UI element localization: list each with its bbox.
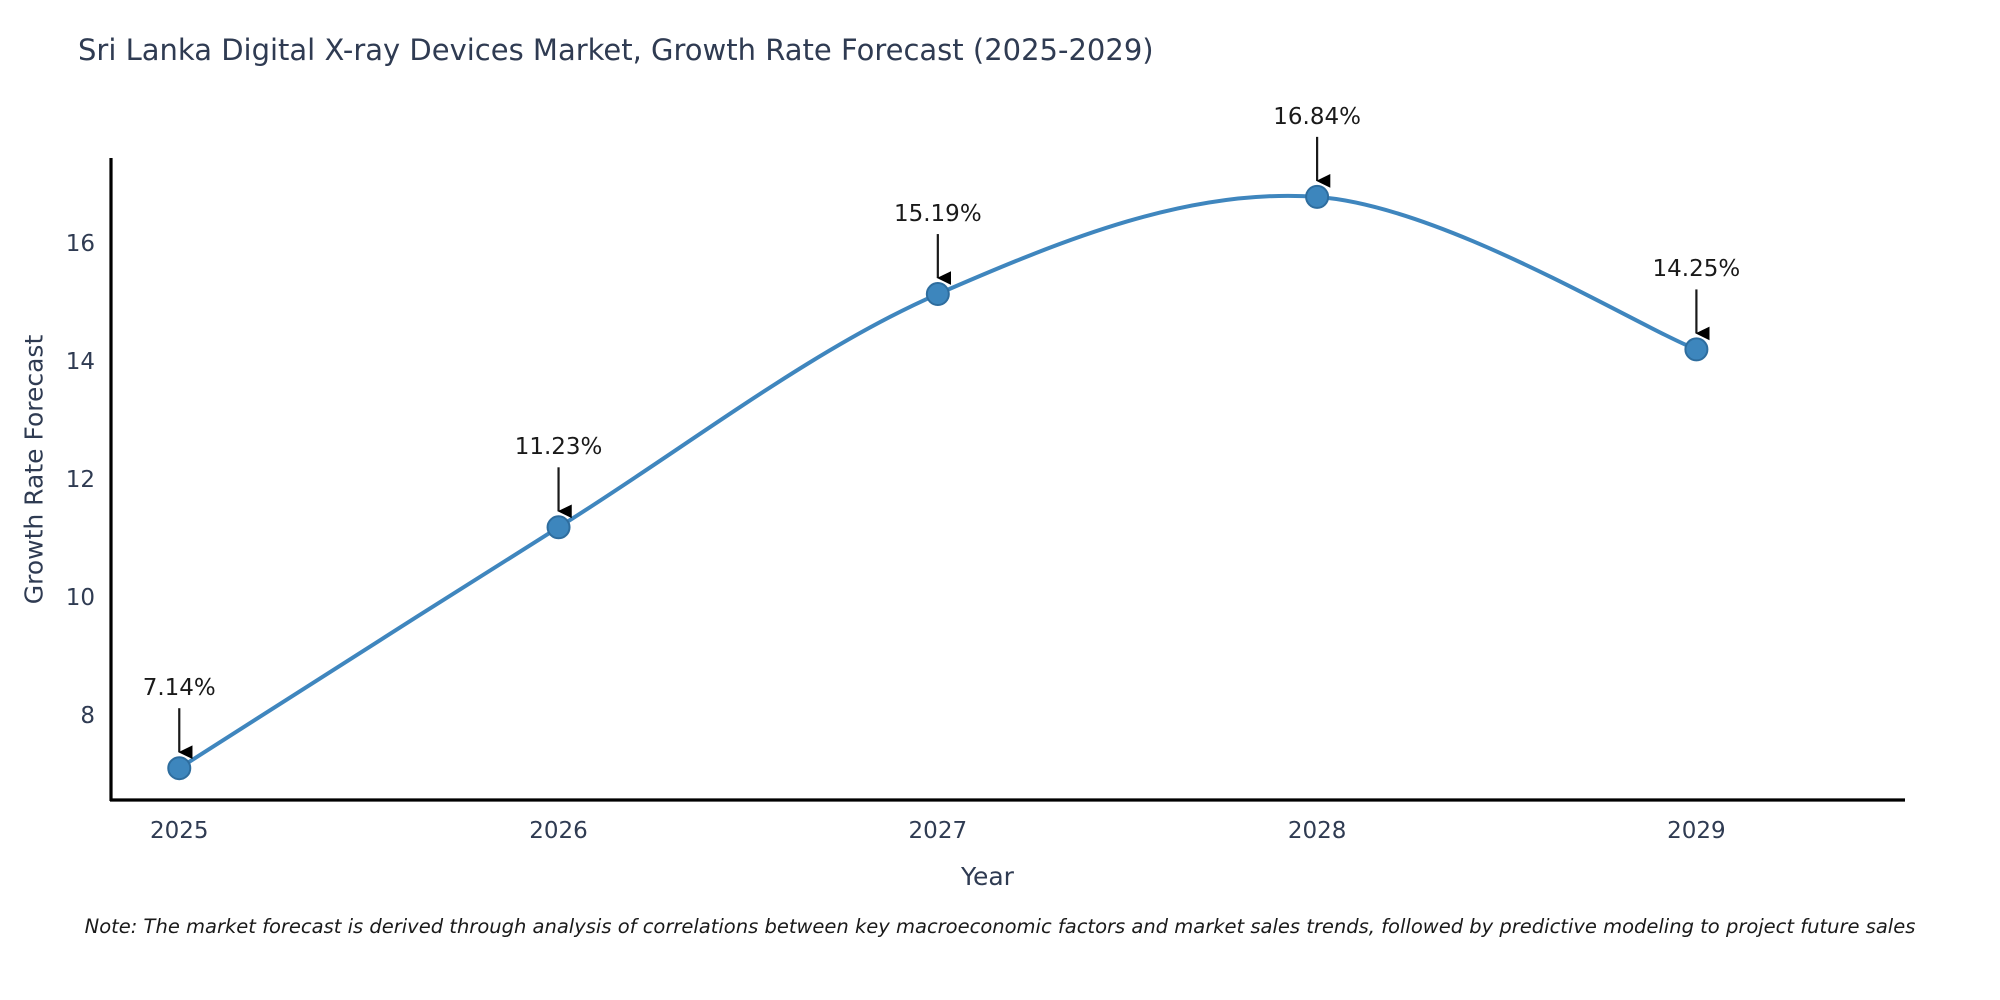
x-axis-title: Year: [961, 862, 1014, 891]
x-tick-label: 2025: [149, 818, 209, 844]
x-tick-label: 2026: [529, 818, 588, 844]
data-point-value-label: 15.19%: [893, 201, 982, 228]
data-point-value-label: 16.84%: [1273, 103, 1361, 130]
data-point-marker[interactable]: [167, 756, 192, 781]
data-line: [177, 193, 1699, 771]
data-point-value-label: 11.23%: [514, 434, 603, 461]
y-tick-label: 8: [80, 702, 95, 729]
y-tick-label: 10: [65, 584, 95, 611]
data-point-value-label: 7.14%: [142, 675, 216, 702]
chart-footnote: Note: The market forecast is derived thr…: [84, 915, 1916, 938]
data-point-value-label: 14.25%: [1652, 256, 1741, 283]
y-tick-label: 14: [65, 349, 95, 376]
annotation-arrows: [178, 136, 1710, 760]
data-point-marker[interactable]: [546, 515, 571, 540]
data-point-marker[interactable]: [925, 282, 950, 307]
y-tick-label: 12: [65, 466, 95, 493]
y-tick-label: 16: [65, 231, 95, 258]
x-tick-label: 2028: [1287, 818, 1347, 844]
x-tick-label: 2027: [908, 818, 968, 844]
chart-title: Sri Lanka Digital X-ray Devices Market, …: [78, 33, 1154, 67]
data-point-marker[interactable]: [1684, 337, 1709, 362]
x-tick-label: 2029: [1667, 818, 1726, 844]
data-point-marker[interactable]: [1305, 184, 1330, 209]
